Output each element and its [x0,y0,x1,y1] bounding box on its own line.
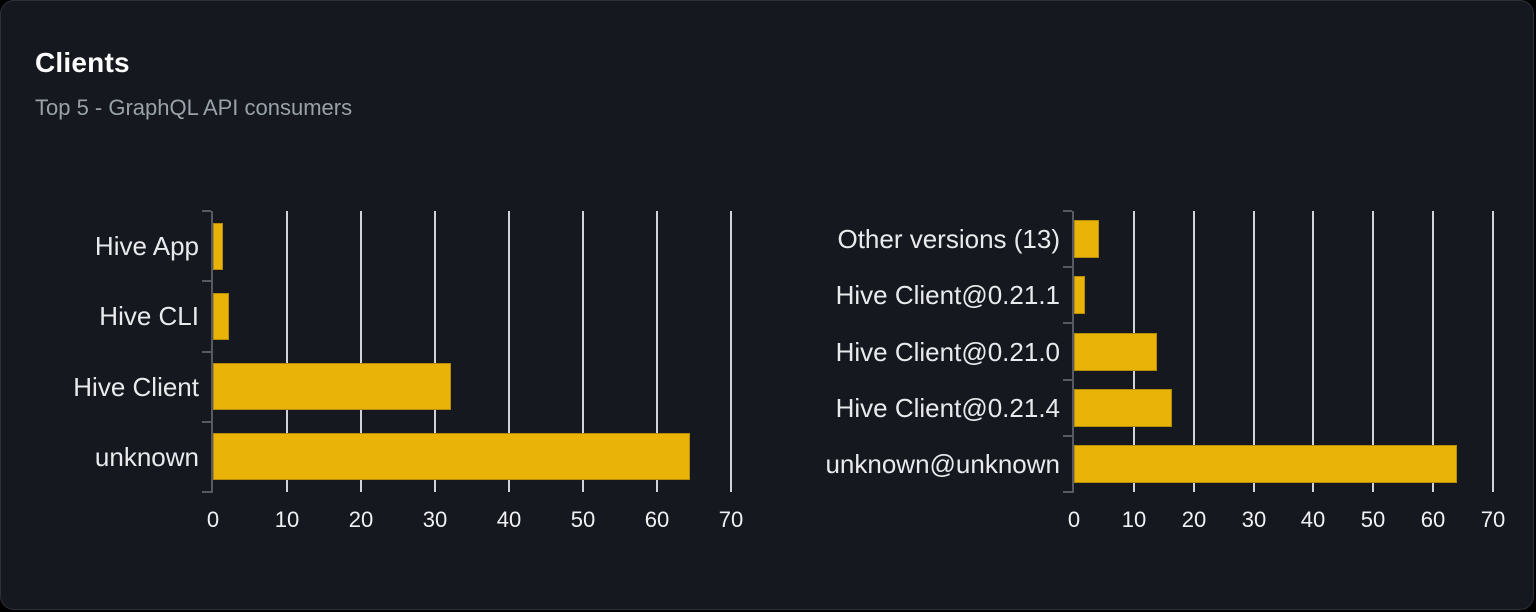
card-title: Clients [35,47,130,78]
category-label: Hive Client@0.21.4 [835,393,1060,423]
bar-other-versions-13 [1074,220,1099,258]
bar-hive-cli [213,293,229,340]
bar-hive-client-0-21-4 [1074,389,1172,427]
y-axis-tick [1063,210,1072,212]
category-label: Hive Client@0.21.0 [835,337,1060,367]
bar-hive-app [213,223,223,270]
y-axis-tick [202,351,211,353]
card-subtitle: Top 5 - GraphQL API consumers [35,95,353,120]
gridline [434,211,436,492]
y-axis-line [211,211,213,493]
x-tick-label: 30 [422,507,448,532]
x-tick-label: 40 [496,507,522,532]
gridline [582,211,584,492]
y-axis-tick [1063,491,1072,493]
gridline [1193,211,1195,492]
x-tick-label: 50 [570,507,596,532]
y-axis-tick [202,491,211,493]
x-tick-label: 70 [1480,507,1506,532]
x-tick-label: 0 [206,507,220,532]
category-label: unknown@unknown [825,449,1060,479]
category-label: Hive CLI [99,301,199,331]
gridline [1492,211,1494,492]
gridline [730,211,732,492]
x-tick-label: 60 [1420,507,1446,532]
gridline [1253,211,1255,492]
category-label: Hive Client@0.21.1 [835,280,1060,310]
x-tick-label: 0 [1067,507,1081,532]
gridline [508,211,510,492]
gridline [360,211,362,492]
category-label: Hive Client [73,372,199,402]
y-axis-tick [1063,322,1072,324]
x-tick-label: 10 [274,507,300,532]
y-axis-tick [202,210,211,212]
category-label: Hive App [94,231,199,261]
bar-hive-client-0-21-1 [1074,276,1085,314]
bar-unknown-unknown [1074,445,1457,483]
gridline [286,211,288,492]
x-tick-label: 10 [1121,507,1147,532]
gridline [1372,211,1374,492]
x-tick-label: 30 [1241,507,1267,532]
y-axis-line [1072,211,1074,493]
y-axis-tick [1063,435,1072,437]
bar-hive-client [213,363,451,410]
bar-hive-client-0-21-0 [1074,333,1157,371]
gridline [1432,211,1434,492]
y-axis-tick [202,280,211,282]
bar-unknown [213,433,690,480]
x-tick-label: 50 [1360,507,1386,532]
x-tick-label: 70 [718,507,744,532]
x-tick-label: 40 [1300,507,1326,532]
gridline [1312,211,1314,492]
gridline [656,211,658,492]
x-tick-label: 20 [1181,507,1207,532]
y-axis-tick [202,421,211,423]
y-axis-tick [1063,266,1072,268]
category-label: Other versions (13) [837,224,1060,254]
category-label: unknown [94,442,199,472]
y-axis-tick [1063,379,1072,381]
x-tick-label: 20 [348,507,374,532]
x-tick-label: 60 [644,507,670,532]
